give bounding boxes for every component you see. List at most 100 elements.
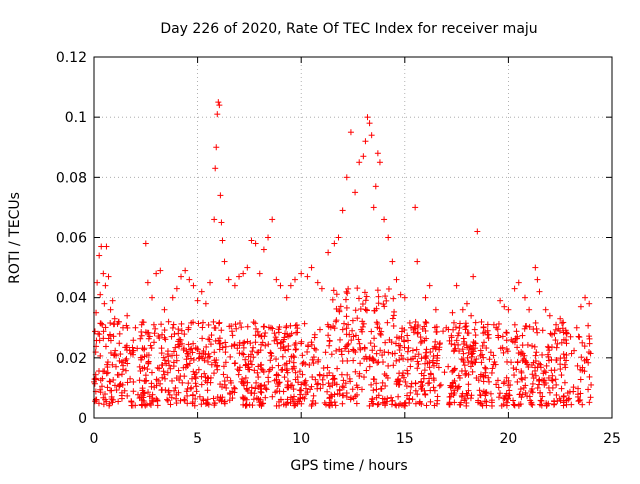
band-point: [510, 401, 517, 408]
band-point: [211, 399, 218, 406]
band-point: [371, 343, 378, 350]
data-point: [291, 276, 298, 283]
data-point: [273, 276, 280, 283]
band-point: [168, 333, 175, 340]
band-point: [529, 371, 536, 378]
band-point: [175, 326, 182, 333]
data-point: [102, 282, 109, 289]
band-point: [525, 364, 532, 371]
band-point: [465, 387, 472, 394]
band-point: [186, 360, 193, 367]
band-point: [328, 351, 335, 358]
data-point: [497, 297, 504, 304]
band-point: [205, 350, 212, 357]
band-point: [460, 335, 467, 342]
band-point: [427, 398, 434, 405]
band-point: [472, 332, 479, 339]
data-point: [149, 294, 156, 301]
band-point: [532, 319, 539, 326]
band-point: [350, 347, 357, 354]
data-point: [178, 273, 185, 280]
band-point: [171, 331, 178, 338]
band-point: [386, 336, 393, 343]
data-point: [389, 258, 396, 265]
band-point: [349, 317, 356, 324]
band-point: [409, 347, 416, 354]
band-point: [330, 287, 337, 294]
band-point: [494, 326, 501, 333]
band-point: [107, 349, 114, 356]
data-point: [120, 324, 127, 331]
band-point: [543, 402, 550, 409]
band-point: [320, 365, 327, 372]
band-point: [210, 318, 217, 325]
band-point: [517, 351, 524, 358]
band-point: [414, 358, 421, 365]
band-point: [296, 398, 303, 405]
band-point: [542, 369, 549, 376]
band-point: [515, 402, 522, 409]
band-point: [229, 332, 236, 339]
band-point: [165, 358, 172, 365]
data-point: [553, 321, 560, 328]
band-point: [302, 385, 309, 392]
band-point: [399, 325, 406, 332]
band-point: [559, 320, 566, 327]
band-point: [267, 357, 274, 364]
band-point: [172, 344, 179, 351]
band-point: [307, 386, 314, 393]
band-point: [396, 381, 403, 388]
band-point: [175, 367, 182, 374]
band-point: [524, 361, 531, 368]
band-point: [155, 333, 162, 340]
band-point: [222, 349, 229, 356]
band-point: [416, 398, 423, 405]
band-point: [286, 358, 293, 365]
band-point: [396, 347, 403, 354]
band-point: [159, 386, 166, 393]
band-point: [413, 346, 420, 353]
band-point: [164, 348, 171, 355]
band-point: [357, 306, 364, 313]
band-point: [194, 346, 201, 353]
band-point: [475, 397, 482, 404]
band-point: [295, 379, 302, 386]
band-point: [122, 357, 129, 364]
data-point: [463, 300, 470, 307]
band-point: [166, 391, 173, 398]
band-point: [142, 402, 149, 409]
band-point: [355, 336, 362, 343]
band-point: [243, 402, 250, 409]
data-point: [374, 150, 381, 157]
band-point: [367, 340, 374, 347]
band-point: [301, 380, 308, 387]
data-point: [449, 309, 456, 316]
band-point: [434, 393, 441, 400]
band-point: [155, 377, 162, 384]
band-point: [236, 342, 243, 349]
data-point: [343, 174, 350, 181]
band-point: [467, 343, 474, 350]
band-point: [430, 353, 437, 360]
band-point: [489, 365, 496, 372]
band-point: [227, 377, 234, 384]
band-point: [312, 400, 319, 407]
data-point: [422, 294, 429, 301]
band-point: [338, 371, 345, 378]
band-point: [435, 364, 442, 371]
band-point: [107, 320, 114, 327]
band-point: [218, 327, 225, 334]
band-point: [147, 342, 154, 349]
band-point: [522, 389, 529, 396]
band-point: [473, 356, 480, 363]
band-point: [431, 387, 438, 394]
band-point: [382, 293, 389, 300]
band-point: [483, 389, 490, 396]
band-point: [345, 348, 352, 355]
band-point: [553, 344, 560, 351]
band-point: [421, 323, 428, 330]
band-point: [211, 357, 218, 364]
band-point: [199, 324, 206, 331]
band-point: [460, 340, 467, 347]
band-point: [234, 345, 241, 352]
